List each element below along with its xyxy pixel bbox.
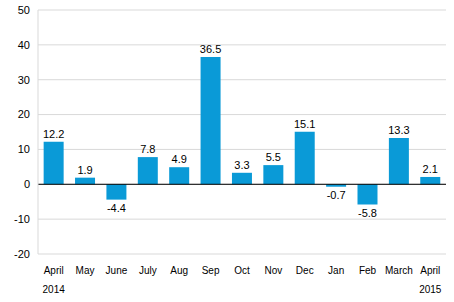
svg-text:13.3: 13.3 [388, 124, 409, 136]
svg-text:Jan: Jan [328, 265, 344, 276]
svg-text:Sep: Sep [202, 265, 220, 276]
svg-text:36.5: 36.5 [200, 43, 221, 55]
svg-text:3.3: 3.3 [234, 159, 249, 171]
svg-text:Nov: Nov [264, 265, 282, 276]
svg-text:Dec: Dec [296, 265, 314, 276]
svg-text:April: April [420, 265, 440, 276]
svg-text:30: 30 [18, 74, 30, 86]
svg-text:Aug: Aug [170, 265, 188, 276]
svg-text:-20: -20 [14, 248, 30, 260]
svg-text:-4.4: -4.4 [107, 202, 126, 214]
svg-text:-10: -10 [14, 213, 30, 225]
svg-text:2014: 2014 [43, 284, 66, 295]
svg-text:50: 50 [18, 4, 30, 16]
svg-text:7.8: 7.8 [140, 143, 155, 155]
svg-text:1.9: 1.9 [77, 164, 92, 176]
svg-text:July: July [139, 265, 157, 276]
svg-text:-0.7: -0.7 [327, 189, 346, 201]
svg-text:12.2: 12.2 [43, 128, 64, 140]
svg-text:Oct: Oct [234, 265, 250, 276]
svg-text:10: 10 [18, 143, 30, 155]
svg-text:May: May [76, 265, 95, 276]
svg-text:June: June [106, 265, 128, 276]
svg-text:2.1: 2.1 [423, 163, 438, 175]
svg-text:0: 0 [24, 178, 30, 190]
svg-text:March: March [385, 265, 413, 276]
svg-text:2015: 2015 [419, 284, 442, 295]
svg-text:5.5: 5.5 [266, 151, 281, 163]
svg-text:-5.8: -5.8 [358, 207, 377, 219]
svg-text:Feb: Feb [359, 265, 377, 276]
svg-text:April: April [44, 265, 64, 276]
svg-text:15.1: 15.1 [294, 118, 315, 130]
svg-text:40: 40 [18, 39, 30, 51]
svg-text:20: 20 [18, 108, 30, 120]
svg-text:4.9: 4.9 [172, 153, 187, 165]
